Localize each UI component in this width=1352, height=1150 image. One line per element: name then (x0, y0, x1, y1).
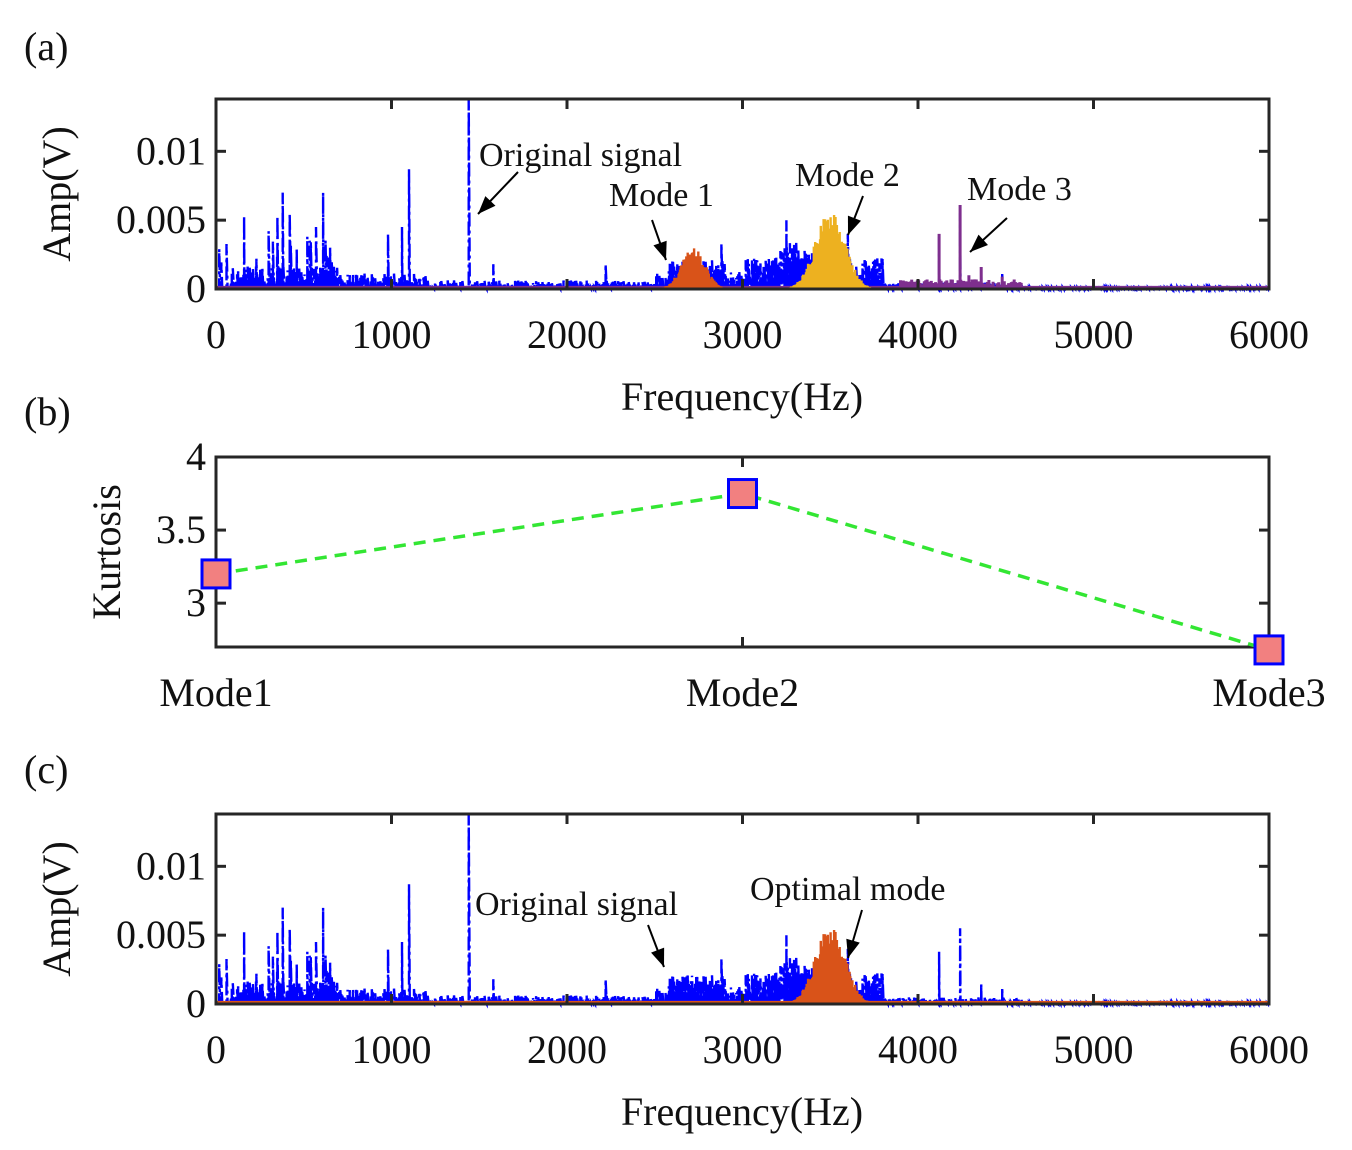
panel-a-xlabel: Frequency(Hz) (621, 374, 863, 419)
x-tick-label: 2000 (527, 312, 607, 357)
panel-c-xlabel: Frequency(Hz) (621, 1089, 863, 1134)
x-tick-label: 4000 (878, 312, 958, 357)
panel-b-ylabel: Kurtosis (84, 484, 129, 620)
x-tick-label: 3000 (703, 312, 783, 357)
x-tick-label: Mode1 (159, 670, 272, 715)
y-tick-label: 0.005 (116, 197, 206, 242)
panel-c-ticks: 0 1000 2000 3000 4000 5000 6000 0 0.005 0.01 (116, 814, 1309, 1072)
annotation-arrow-head (653, 240, 667, 260)
panel-a: (a) 0 1000 2000 3000 4000 5000 600000.0050.01 … (24, 24, 1309, 419)
x-tick-label: 2000 (527, 1027, 607, 1072)
panel-c-plot-area (216, 813, 1271, 1009)
kurtosis-marker-mode3 (1253, 634, 1285, 666)
kurtosis-marker-mode1 (200, 558, 232, 590)
y-tick-label: 4 (186, 434, 206, 479)
y-tick-label: 0.01 (136, 128, 206, 173)
panel-b-label: (b) (24, 389, 71, 434)
panel-b-ticks: Mode1 Mode2 Mode3 3 3.5 4 (156, 434, 1326, 715)
annotation-arrow-head (970, 234, 988, 252)
x-tick-label: 3000 (703, 1027, 783, 1072)
panel-a-ticks: 0 1000 2000 3000 4000 5000 6000 0 0.005 0.01 (116, 99, 1309, 357)
annotation-arrow-head (651, 947, 665, 967)
annotation-original-signal: Original signal (475, 886, 678, 923)
annotation-optimal-mode: Optimal mode (750, 871, 945, 908)
x-tick-label: 1000 (352, 1027, 432, 1072)
x-tick-label: 0 (206, 1027, 226, 1072)
panel-c-frame (214, 812, 1271, 1006)
series-original-signal (216, 98, 1271, 294)
y-tick-label: 0 (186, 266, 206, 311)
panel-a-frame (214, 97, 1271, 291)
x-tick-label: Mode3 (1212, 670, 1325, 715)
x-tick-label: 0 (206, 312, 226, 357)
y-tick-label: 0.01 (136, 843, 206, 888)
annotation-mode-3: Mode 3 (967, 171, 1072, 208)
y-tick-label: 3.5 (156, 507, 206, 552)
series-original-signal (216, 813, 1271, 1009)
annotation-arrow-head (478, 196, 496, 214)
panel-c: (c) 0 1000 2000 3000 4000 5000 600000.0050.01 … (24, 747, 1309, 1134)
panel-c-ylabel: Amp(V) (34, 841, 79, 977)
x-tick-label: 5000 (1054, 312, 1134, 357)
panel-b: (b) Mode1 Mode2 Mode3 3 3.5 4 Kurtosis (24, 389, 1326, 715)
panel-a-ylabel: Amp(V) (34, 126, 79, 262)
series-mode-3 (899, 205, 1025, 289)
x-tick-label: 1000 (352, 312, 432, 357)
annotation-mode-2: Mode 2 (795, 157, 900, 194)
panel-b-plot-area (200, 478, 1285, 666)
annotation-original-signal: Original signal (479, 137, 682, 174)
annotation-arrow-head (846, 938, 860, 958)
panel-c-annotations: Original signal Optimal mode (475, 871, 945, 968)
x-tick-label: 4000 (878, 1027, 958, 1072)
kurtosis-marker-mode2 (727, 478, 758, 510)
x-tick-label: 6000 (1229, 312, 1309, 357)
kurtosis-line (215, 491, 1270, 652)
panel-a-plot-area (216, 98, 1271, 294)
panel-c-label: (c) (24, 747, 68, 792)
annotation-mode-1: Mode 1 (609, 177, 714, 214)
x-tick-label: Mode2 (686, 670, 799, 715)
x-tick-label: 5000 (1054, 1027, 1134, 1072)
annotation-arrow-head (847, 215, 861, 235)
y-tick-label: 0 (186, 981, 206, 1026)
x-tick-label: 6000 (1229, 1027, 1309, 1072)
y-tick-label: 3 (186, 580, 206, 625)
y-tick-label: 0.005 (116, 912, 206, 957)
panel-a-label: (a) (24, 24, 68, 69)
